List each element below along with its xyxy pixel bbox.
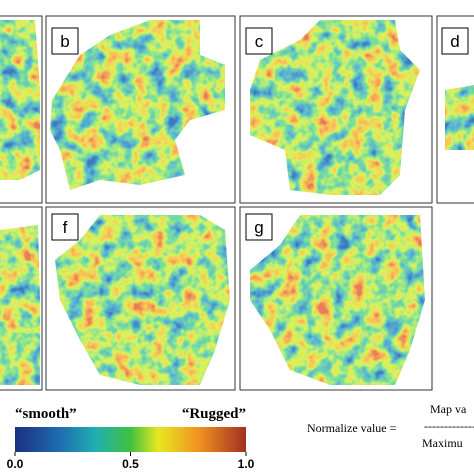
label-box: [51, 213, 79, 241]
label-box: [245, 27, 273, 55]
colorbar-tick-label: 0.5: [122, 457, 139, 471]
colorbar: [15, 427, 246, 452]
map-areas: [0, 20, 474, 385]
colorbar-tick-label: 0.0: [7, 457, 24, 471]
colorbar-tick-label: 1.0: [238, 457, 255, 471]
panel-label: c: [255, 32, 264, 51]
rugged-label: “Rugged”: [182, 406, 246, 422]
formula-numerator: Map va: [430, 402, 467, 416]
formula-lhs: Normalize value =: [307, 421, 397, 435]
smooth-label: “smooth”: [15, 406, 77, 422]
label-box: [441, 27, 469, 55]
panel-labels: b c d f g: [51, 27, 469, 241]
panel-label: d: [450, 32, 459, 51]
panel-label: b: [60, 32, 69, 51]
colorbar-ticks: 0.0 0.5 1.0: [7, 452, 255, 471]
label-box: [51, 27, 79, 55]
map-panels: [0, 15, 474, 391]
formula-divider: -----------------: [424, 419, 474, 433]
panel-label: g: [254, 218, 263, 237]
panel-label: f: [63, 218, 68, 237]
formula-denominator: Maximu: [422, 436, 463, 450]
label-box: [245, 213, 273, 241]
